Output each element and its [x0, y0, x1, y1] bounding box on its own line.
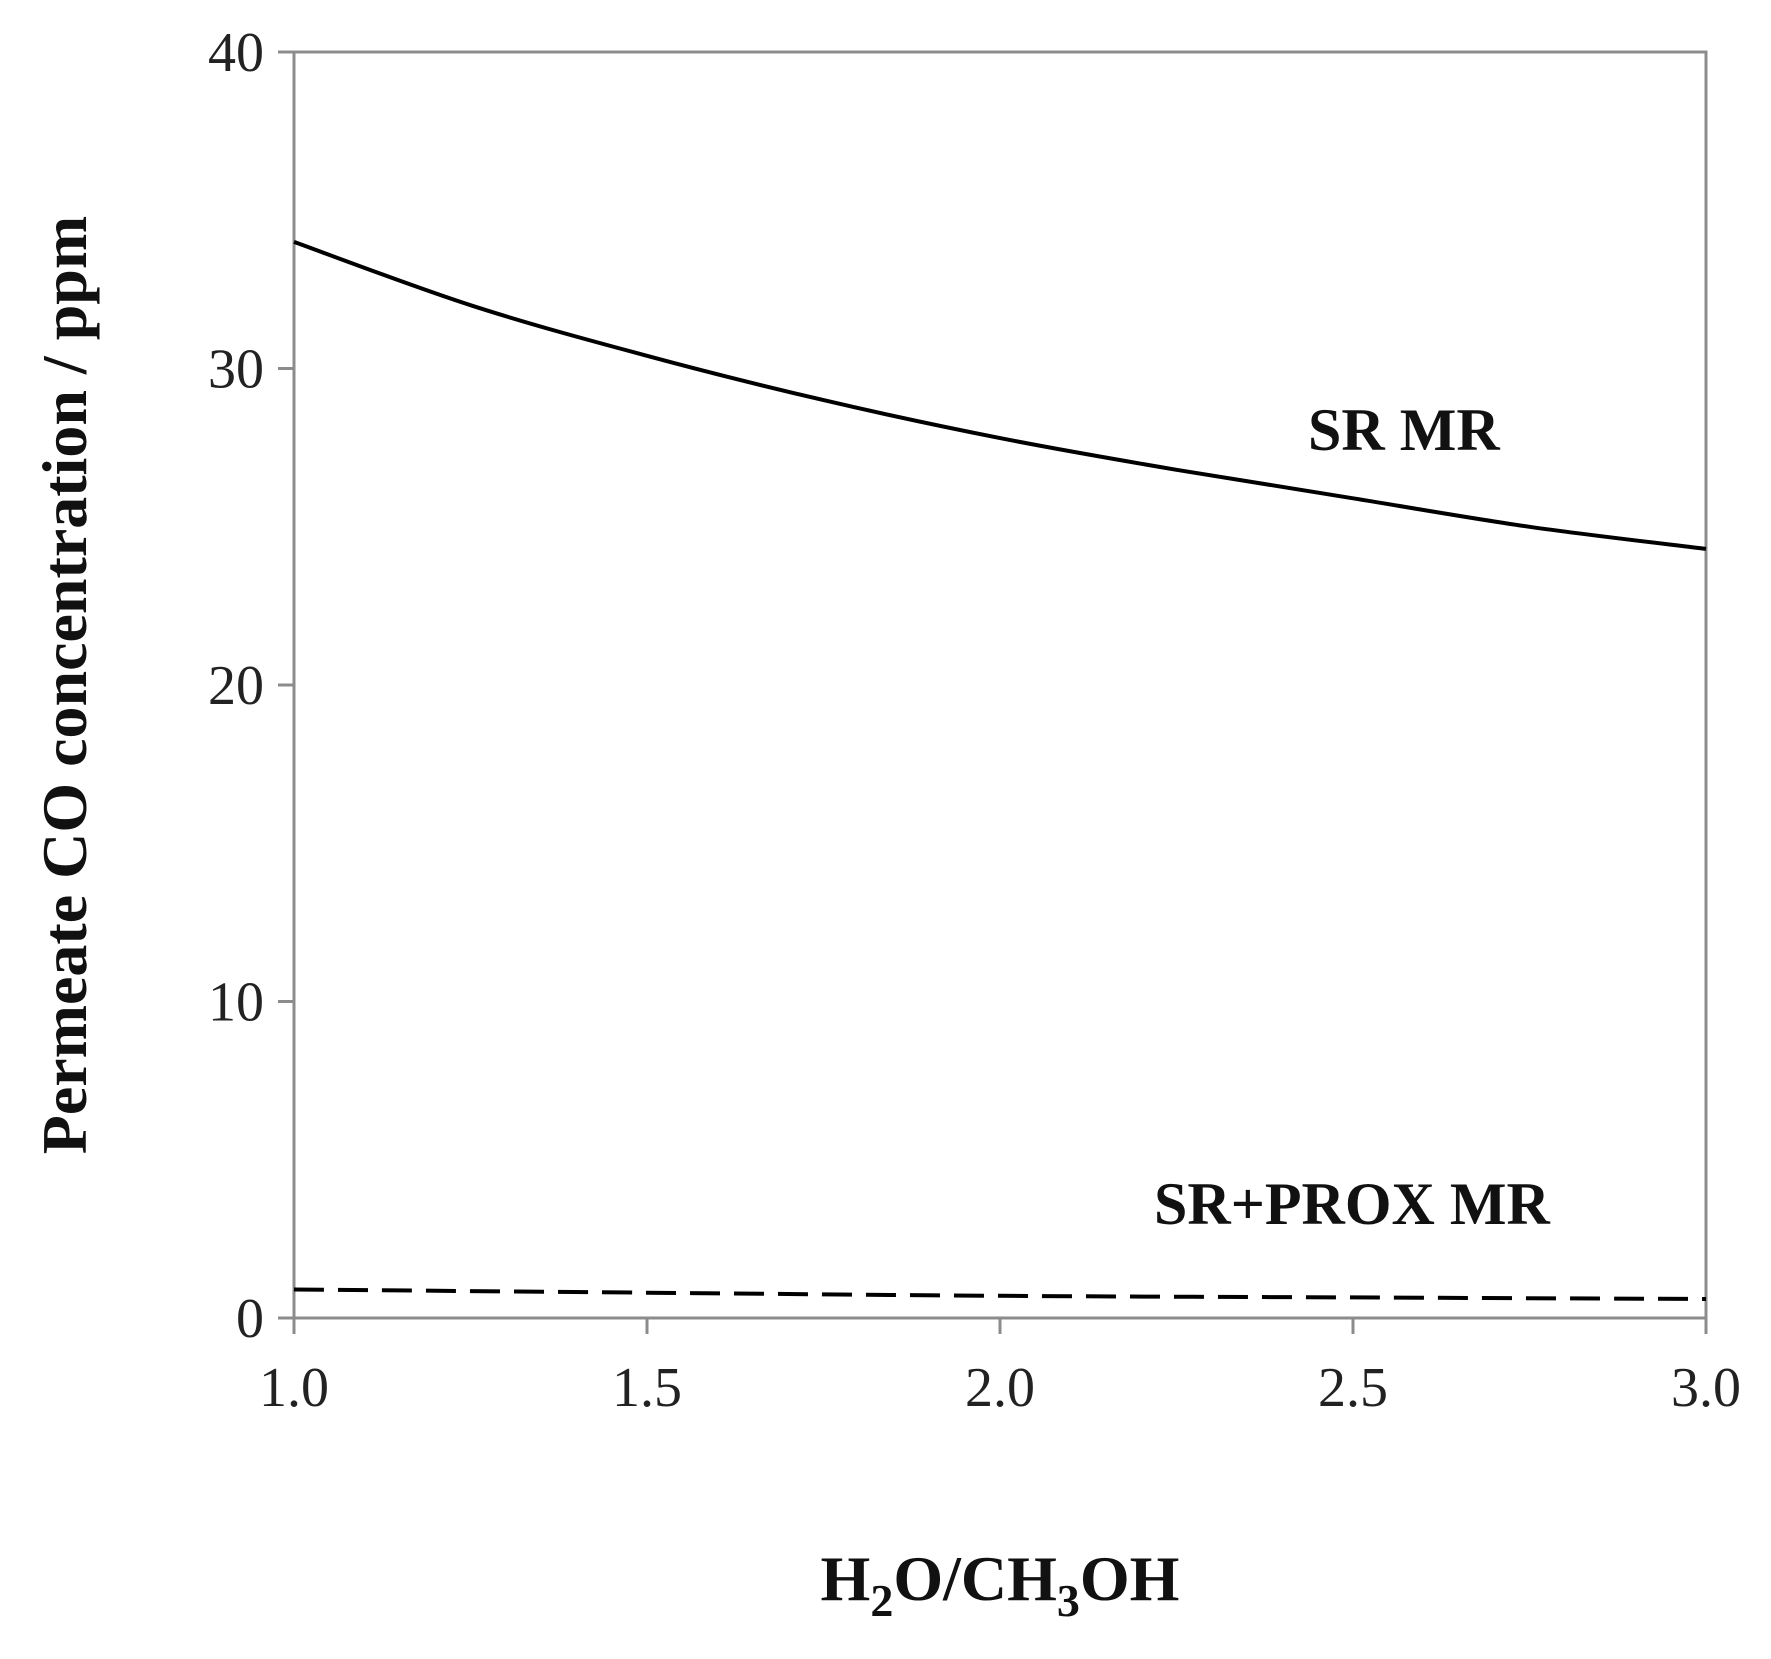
plot-area	[292, 50, 1708, 1320]
y-axis-ticks: 0 10 20 30 40	[208, 22, 294, 1350]
x-title-sub-1: 2	[870, 1575, 893, 1626]
y-tick-label-4: 40	[208, 22, 264, 84]
series-label-sr-prox-mr: SR+PROX MR	[1154, 1171, 1551, 1237]
x-title-part-mid: O/CH	[893, 1543, 1057, 1614]
x-tick-label-4: 3.0	[1671, 1357, 1741, 1419]
y-tick-label-3: 30	[208, 339, 264, 401]
x-tick-label-3: 2.5	[1318, 1357, 1388, 1419]
x-title-part-end: OH	[1080, 1543, 1180, 1614]
x-tick-label-1: 1.5	[612, 1357, 682, 1419]
series-line-sr-prox-mr	[293, 1287, 1707, 1301]
x-axis-title: H2O/CH3OH	[821, 1543, 1180, 1626]
x-tick-label-0: 1.0	[259, 1357, 329, 1419]
x-tick-label-2: 2.0	[965, 1357, 1035, 1419]
series-line-sr-mr	[293, 240, 1707, 551]
series-layer	[293, 240, 1707, 1301]
x-title-sub-2: 3	[1057, 1575, 1080, 1626]
series-label-sr-mr: SR MR	[1308, 397, 1500, 463]
x-title-part-h: H	[821, 1543, 871, 1614]
y-tick-label-2: 20	[208, 655, 264, 717]
x-axis-ticks: 1.0 1.5 2.0 2.5 3.0	[259, 1318, 1741, 1419]
y-axis-title: Permeate CO concentration / ppm	[29, 216, 100, 1154]
y-tick-label-0: 0	[236, 1288, 264, 1350]
y-tick-label-1: 10	[208, 972, 264, 1034]
